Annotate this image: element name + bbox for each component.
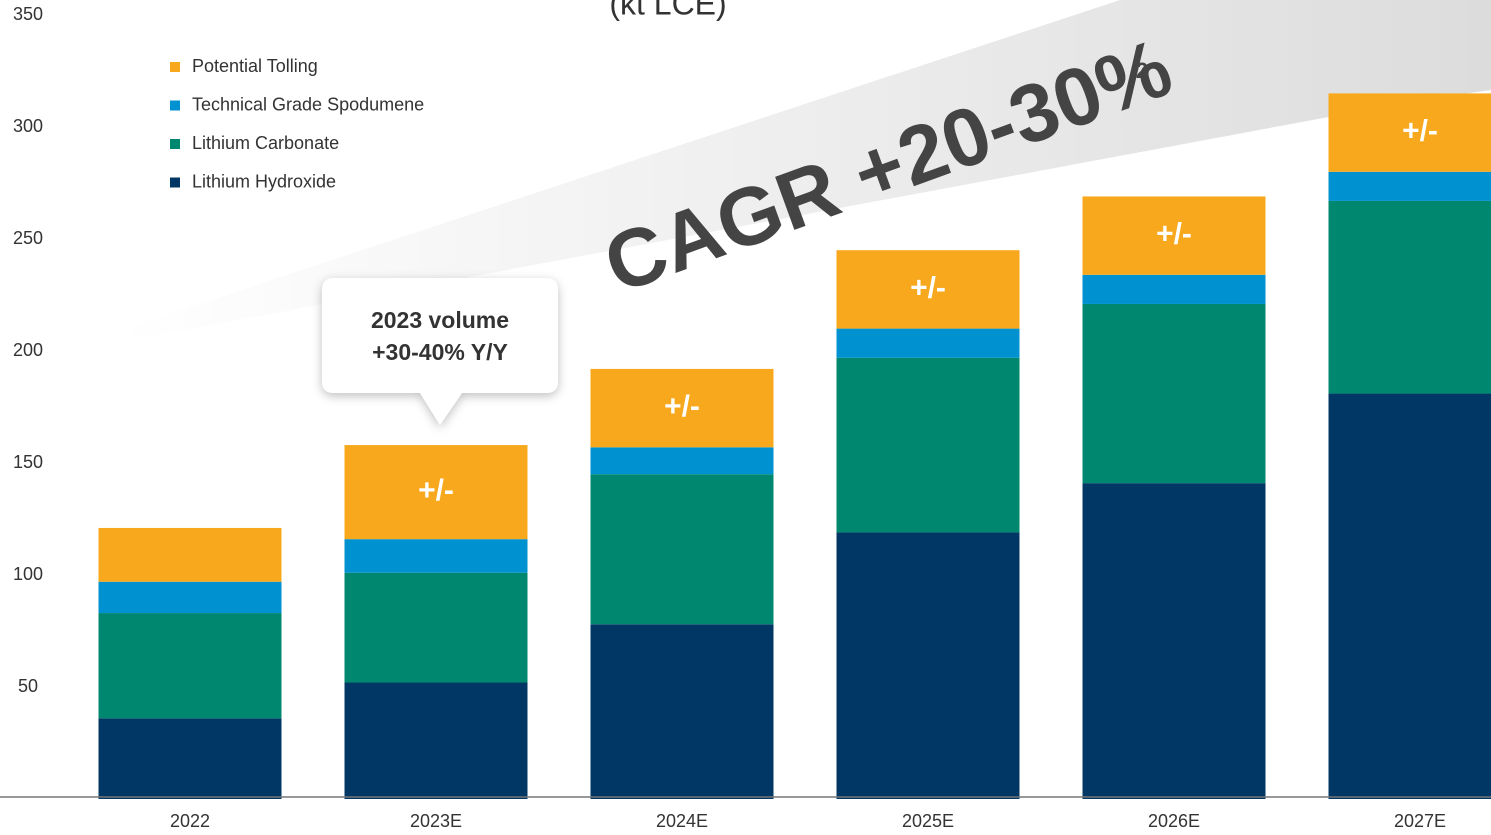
bar-segment [1328, 200, 1491, 394]
legend-label: Lithium Hydroxide [192, 171, 336, 191]
bar-segment [344, 539, 528, 573]
callout [322, 278, 558, 425]
bar-segment [1082, 303, 1266, 484]
legend-label: Lithium Carbonate [192, 133, 339, 153]
bar-segment [590, 368, 774, 448]
cagr-note: 2 [1136, 58, 1148, 83]
bar-segment [98, 718, 282, 799]
legend-label: Technical Grade Spodumene [192, 94, 424, 114]
x-tick-label: 2022 [170, 811, 210, 831]
legend-label: Potential Tolling [192, 56, 318, 76]
bar-segment [98, 527, 282, 582]
value-label: +/- [664, 390, 700, 423]
x-tick-label: 2025E [902, 811, 954, 831]
y-tick-label: 350 [13, 4, 43, 24]
value-label: +/- [1156, 218, 1192, 251]
bar-segment [590, 447, 774, 475]
bar-segment [590, 474, 774, 625]
bar-segment [344, 572, 528, 683]
legend-swatch [170, 100, 180, 111]
bar-segment [1082, 196, 1266, 275]
bar-segment [1082, 274, 1266, 304]
x-tick-label: 2026E [1148, 811, 1200, 831]
bar-segment [98, 613, 282, 719]
bar-segment [590, 624, 774, 799]
legend-swatch [170, 62, 180, 72]
bar-segment [344, 682, 528, 799]
value-label: +/- [418, 474, 454, 507]
bar-segment [836, 328, 1020, 358]
legend-swatch [170, 177, 180, 188]
value-label: +/- [1402, 115, 1438, 148]
y-tick-label: 100 [13, 564, 43, 584]
x-tick-label: 2027E [1394, 811, 1446, 831]
y-tick-label: 150 [13, 452, 43, 472]
bar-segment [344, 445, 528, 540]
y-tick-label: 250 [13, 228, 43, 248]
legend-swatch [170, 139, 180, 149]
x-tick-label: 2023E [410, 811, 462, 831]
growth-arrow [120, 0, 1491, 342]
bar-segment [98, 581, 282, 614]
bar-segment [1328, 393, 1491, 799]
bar-segment [1328, 93, 1491, 172]
y-tick-label: 50 [18, 676, 38, 696]
y-tick-label: 300 [13, 116, 43, 136]
y-tick-label: 200 [13, 340, 43, 360]
chart-title: (kt LCE) [609, 0, 726, 21]
callout-text: +30-40% Y/Y [372, 339, 508, 365]
bar-segment [836, 250, 1020, 329]
bar-segment [836, 532, 1020, 799]
bar-segment [1082, 483, 1266, 799]
value-label: +/- [910, 271, 946, 304]
bar-segment [1328, 171, 1491, 201]
callout-text: 2023 volume [371, 307, 509, 333]
bar-segment [836, 357, 1020, 533]
x-tick-label: 2024E [656, 811, 708, 831]
